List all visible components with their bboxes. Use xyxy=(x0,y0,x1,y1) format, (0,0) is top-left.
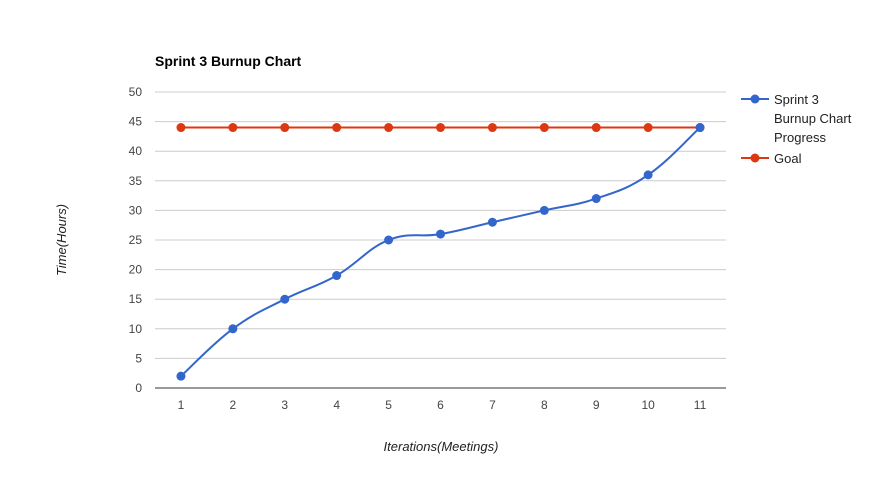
series-1 xyxy=(176,123,705,133)
legend-label: Sprint 3 xyxy=(774,92,819,107)
y-axis-label: Time(Hours) xyxy=(54,204,69,276)
x-axis-label: Iterations(Meetings) xyxy=(384,439,499,454)
y-tick-label: 25 xyxy=(129,233,143,247)
x-tick-label: 2 xyxy=(230,398,237,412)
y-tick-label: 40 xyxy=(129,144,143,158)
y-tick-label: 15 xyxy=(129,292,143,306)
data-point xyxy=(539,123,549,133)
data-point xyxy=(280,123,290,133)
y-tick-label: 10 xyxy=(129,322,143,336)
data-point xyxy=(332,271,342,281)
y-tick-label: 30 xyxy=(129,203,143,217)
data-point xyxy=(643,170,653,180)
data-point xyxy=(176,371,186,381)
series-layer xyxy=(176,123,705,381)
x-tick-label: 5 xyxy=(385,398,392,412)
x-axis-ticks: 1 2 3 4 5 6 7 8 9 10 11 xyxy=(178,398,707,412)
legend-marker xyxy=(750,94,760,104)
data-point xyxy=(487,123,497,133)
legend-label: Progress xyxy=(774,130,827,145)
x-tick-label: 6 xyxy=(437,398,444,412)
x-tick-label: 1 xyxy=(178,398,185,412)
data-point xyxy=(591,123,601,133)
x-tick-label: 10 xyxy=(641,398,655,412)
data-point xyxy=(228,324,238,334)
x-tick-label: 8 xyxy=(541,398,548,412)
data-point xyxy=(539,205,549,215)
y-axis-ticks: 0 5 10 15 20 25 30 35 40 45 50 xyxy=(129,85,143,395)
gridlines xyxy=(155,91,726,359)
chart-title: Sprint 3 Burnup Chart xyxy=(155,53,302,69)
legend-marker xyxy=(750,153,760,163)
x-tick-label: 7 xyxy=(489,398,496,412)
y-tick-label: 45 xyxy=(129,115,143,129)
series-0 xyxy=(176,123,705,381)
x-tick-label: 11 xyxy=(694,398,707,412)
data-point xyxy=(384,235,394,245)
x-tick-label: 3 xyxy=(281,398,288,412)
data-point xyxy=(176,123,186,133)
data-point xyxy=(591,194,601,204)
x-tick-label: 9 xyxy=(593,398,600,412)
data-point xyxy=(332,123,342,133)
legend-label: Burnup Chart xyxy=(774,111,852,126)
data-point xyxy=(436,229,445,239)
legend-label: Goal xyxy=(774,151,802,166)
y-tick-label: 0 xyxy=(135,381,142,395)
legend-item-1: Goal xyxy=(741,151,802,166)
data-point xyxy=(228,123,238,133)
y-tick-label: 35 xyxy=(129,174,143,188)
data-point xyxy=(487,217,497,227)
legend: Sprint 3 Burnup Chart Progress Goal xyxy=(741,92,852,166)
data-point xyxy=(643,123,653,133)
y-tick-label: 5 xyxy=(135,351,142,365)
data-point xyxy=(695,123,705,133)
y-tick-label: 50 xyxy=(129,85,143,99)
x-tick-label: 4 xyxy=(333,398,340,412)
data-point xyxy=(384,123,394,133)
y-tick-label: 20 xyxy=(129,263,143,277)
data-point xyxy=(436,123,445,133)
data-point xyxy=(280,294,290,304)
series-line xyxy=(180,126,701,377)
legend-item-0: Sprint 3 Burnup Chart Progress xyxy=(741,92,852,145)
